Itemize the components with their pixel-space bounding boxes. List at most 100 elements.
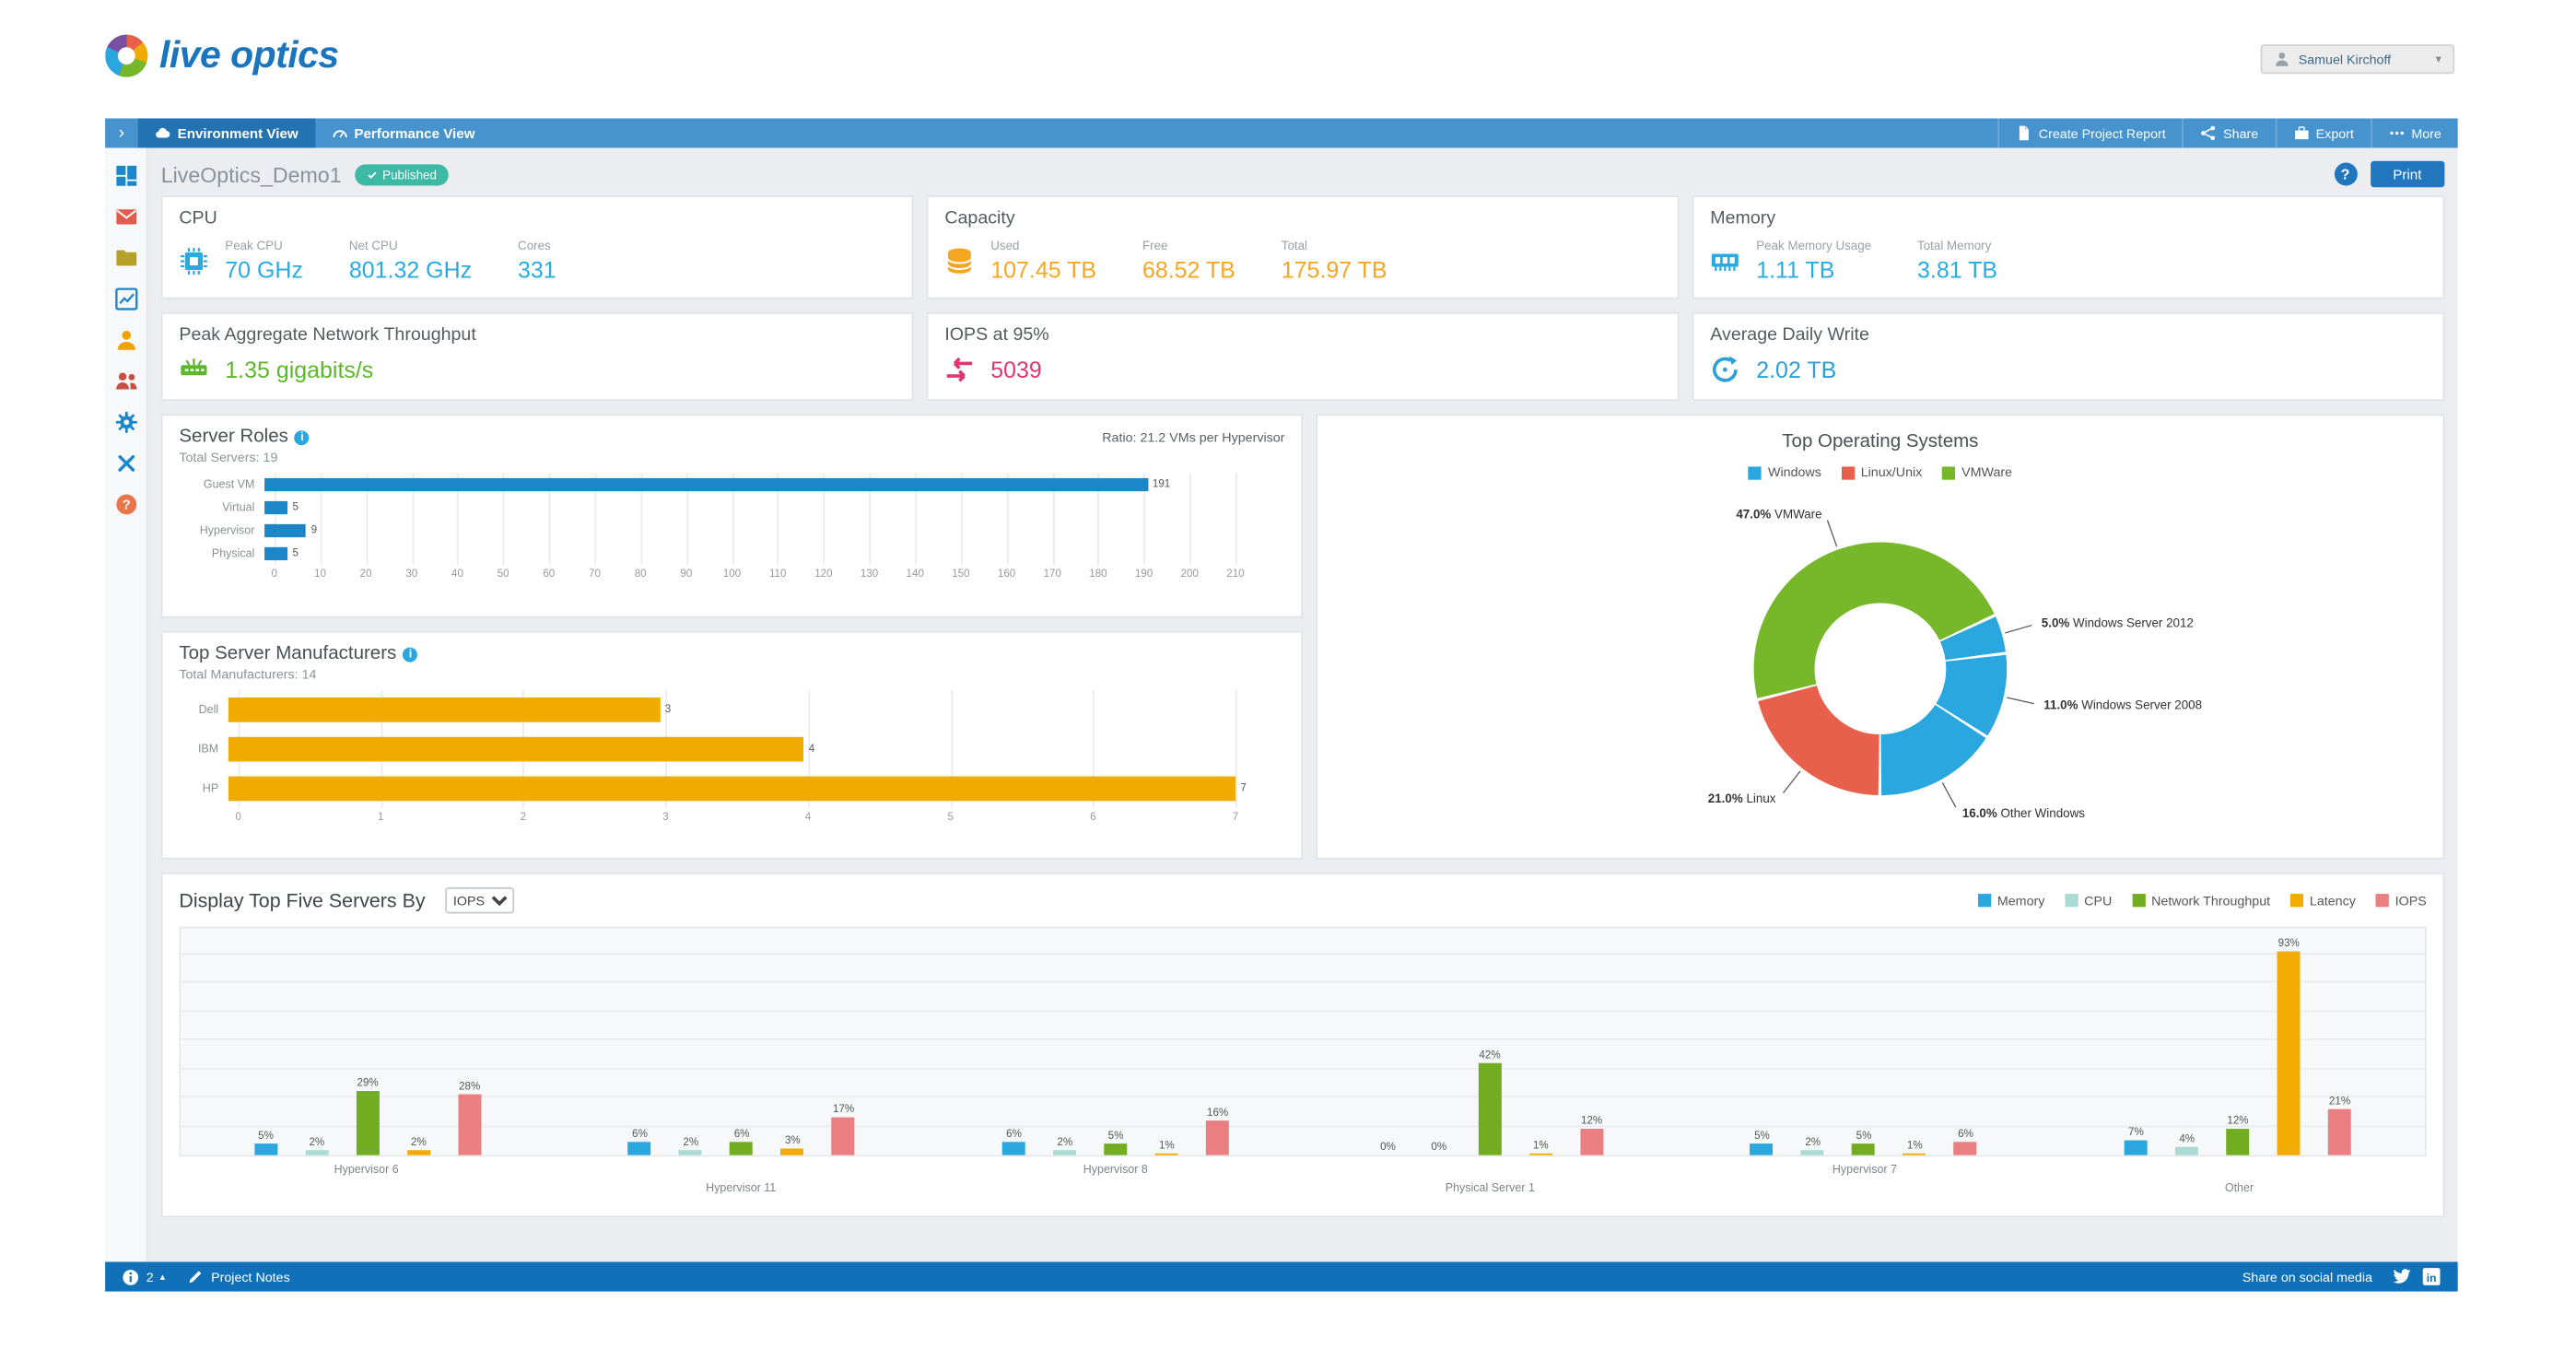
sidebar-item-mail[interactable] xyxy=(114,205,137,229)
metric-stat: Free 68.52 TB xyxy=(1142,238,1235,283)
user-menu[interactable]: Samuel Kirchoff ▾ xyxy=(2260,44,2455,75)
bar-latency: 2% xyxy=(406,1138,430,1155)
group-label: Other xyxy=(2224,1182,2254,1195)
project-title: LiveOptics_Demo1 xyxy=(160,161,342,187)
os-title: Top Operating Systems xyxy=(1782,431,1979,452)
bar-cpu: 2% xyxy=(679,1138,703,1155)
bar-iops: 16% xyxy=(1206,1107,1230,1155)
tab-environment-view[interactable]: Environment View xyxy=(137,118,315,148)
tab-performance-view[interactable]: Performance View xyxy=(315,118,492,147)
svg-text:in: in xyxy=(2427,1272,2437,1284)
plot-area: 5% 2% 29% 2% 28% 6% 2% 6% 3% 17% 6% 2% 5% 1% 16% 0% 0% 42… xyxy=(179,926,2427,1157)
manufacturers-card: Top Server Manufacturers i Total Manufac… xyxy=(160,630,1304,860)
group-label: Hypervisor 11 xyxy=(706,1182,777,1195)
footer-bar: 2 ▴ Project Notes Share on social media … xyxy=(105,1261,2458,1292)
donut-label-windows-server-2012: 5.0% Windows Server 2012 xyxy=(2041,616,2194,631)
ellipsis-icon xyxy=(2388,125,2405,142)
bar-memory: 0% xyxy=(1380,1142,1396,1154)
bar-row-dell: Dell 3 xyxy=(179,690,1284,730)
bar xyxy=(228,776,1235,802)
top-servers-card: Display Top Five Servers By IOPS Memory C… xyxy=(160,872,2445,1218)
metric-stat: Peak CPU 70 GHz xyxy=(225,238,303,283)
metric-stat: 1.35 gigabits/s xyxy=(225,356,374,383)
bar xyxy=(264,477,1148,492)
top-servers-legend: Memory CPU Network Throughput Latency IOPS xyxy=(1977,893,2427,908)
ratio-note: Ratio: 21.2 VMs per Hypervisor xyxy=(1102,429,1285,445)
sidebar-item-folder[interactable] xyxy=(114,246,137,269)
info-icon[interactable]: i xyxy=(295,429,310,445)
bar-network-throughput: 6% xyxy=(730,1129,754,1155)
metric-card-iops-at-95: IOPS at 95% 5039 xyxy=(926,311,1680,402)
main-content: LiveOptics_Demo1 Published ? Print CPU P… xyxy=(147,147,2457,1261)
cloud-icon xyxy=(155,125,171,142)
project-notes-button[interactable]: Project Notes xyxy=(188,1269,290,1285)
group-label: Hypervisor 8 xyxy=(1083,1165,1148,1177)
top-header: live optics Samuel Kirchoff ▾ xyxy=(0,0,2576,119)
top-servers-metric-select[interactable]: IOPS xyxy=(444,886,514,914)
nav-tabs: Environment View Performance View xyxy=(137,118,492,148)
top-servers-title: Display Top Five Servers By xyxy=(179,888,426,912)
donut-label-other-windows: 16.0% Other Windows xyxy=(1961,805,2085,821)
metric-stat: 2.02 TB xyxy=(1756,356,1837,383)
more-button[interactable]: More xyxy=(2370,118,2458,148)
metric-card-peak-aggregate-network-throughput: Peak Aggregate Network Throughput 1.35 g… xyxy=(160,311,914,402)
metric-card-cpu: CPU Peak CPU 70 GHz Net CPU 801.32 GHz Cores… xyxy=(160,195,914,299)
twitter-icon[interactable] xyxy=(2392,1267,2411,1286)
create-project-report-button[interactable]: Create Project Report xyxy=(1997,118,2182,148)
notifications-toggle[interactable]: 2 ▴ xyxy=(122,1268,165,1286)
metric-title: Peak Aggregate Network Throughput xyxy=(179,325,476,346)
sidebar-item-gear[interactable] xyxy=(114,411,137,434)
info-icon xyxy=(122,1268,140,1286)
bar-iops: 12% xyxy=(1580,1116,1604,1155)
sidebar-item-dashboard[interactable] xyxy=(114,164,137,187)
sidebar-item-chart[interactable] xyxy=(114,287,137,311)
sidebar-item-tools[interactable] xyxy=(114,451,137,475)
cpu-icon xyxy=(179,246,208,276)
info-icon[interactable]: i xyxy=(403,646,418,662)
chevron-down-icon: ▾ xyxy=(2435,53,2441,66)
print-button[interactable]: Print xyxy=(2370,160,2445,188)
server-roles-title: Server Roles xyxy=(179,427,288,448)
donut-svg xyxy=(1753,520,2034,808)
group-other: 7% 4% 12% 93% 21% xyxy=(2051,929,2425,1155)
share-social-label: Share on social media xyxy=(2242,1269,2372,1284)
write-icon xyxy=(1710,355,1739,384)
os-donut-chart: 47.0% VMWare 5.0% Windows Server 2012 11.0… xyxy=(1330,480,2430,845)
notification-count: 2 xyxy=(146,1269,154,1284)
svg-text:?: ? xyxy=(122,498,130,513)
sidebar-item-help[interactable]: ? xyxy=(114,493,137,516)
share-button[interactable]: Share xyxy=(2182,118,2276,148)
linkedin-icon[interactable]: in xyxy=(2421,1267,2441,1286)
bar-cpu: 2% xyxy=(1801,1138,1825,1155)
group-label: Hypervisor 6 xyxy=(334,1165,399,1177)
document-icon xyxy=(2016,125,2032,142)
bar-row-guest-vm: Guest VM 191 xyxy=(203,477,1171,492)
legend-item-vmware: VMWare xyxy=(1941,465,2012,480)
legend-item-latency: Latency xyxy=(2289,893,2356,908)
export-button[interactable]: Export xyxy=(2275,118,2371,148)
legend-item-network-throughput: Network Throughput xyxy=(2131,893,2270,908)
sidebar-collapse-button[interactable]: › xyxy=(118,123,125,144)
bar-row-hypervisor: Hypervisor 9 xyxy=(199,523,318,538)
metric-title: Memory xyxy=(1710,208,1776,229)
bar-row-ibm: IBM 4 xyxy=(179,730,1284,769)
metric-stat: Peak Memory Usage 1.11 TB xyxy=(1756,238,1872,283)
help-button[interactable]: ? xyxy=(2334,162,2358,186)
bar xyxy=(264,523,307,538)
sidebar-item-user[interactable] xyxy=(114,329,137,352)
legend-item-cpu: CPU xyxy=(2064,893,2112,908)
bar-iops: 6% xyxy=(1954,1129,1978,1155)
group-label: Physical Server 1 xyxy=(1445,1182,1535,1195)
group-hypervisor-11: 6% 2% 6% 3% 17% xyxy=(555,929,929,1155)
metric-stat: Cores 331 xyxy=(518,238,556,283)
logo-text: live optics xyxy=(158,32,339,76)
legend-item-windows: Windows xyxy=(1748,465,1821,480)
bar xyxy=(228,736,804,762)
bar-cpu: 0% xyxy=(1431,1142,1447,1154)
gauge-icon xyxy=(331,125,347,142)
bar xyxy=(228,697,661,722)
bar-memory: 7% xyxy=(2124,1127,2148,1155)
metric-stat: Used 107.45 TB xyxy=(990,238,1097,283)
sidebar-item-users[interactable] xyxy=(114,369,137,393)
